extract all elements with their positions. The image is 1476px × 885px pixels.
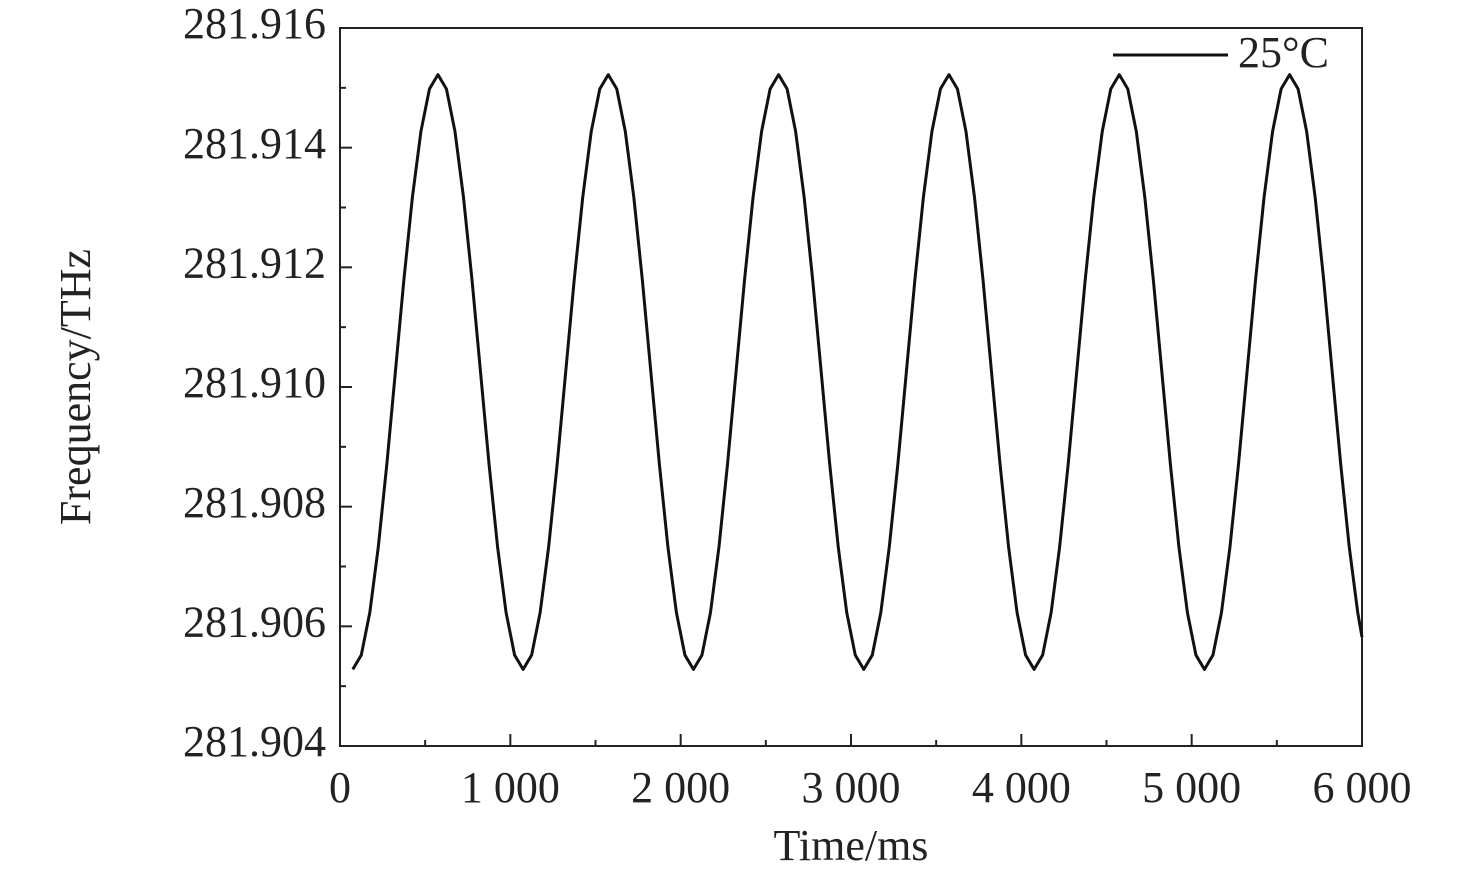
y-axis-label: Frequency/THz [51,249,100,525]
x-tick-label: 0 [329,763,351,812]
x-tick-label: 3 000 [802,763,901,812]
y-tick-label: 281.914 [183,119,326,168]
y-tick-label: 281.908 [183,478,326,527]
y-tick-label: 281.910 [183,358,326,407]
y-tick-label: 281.904 [183,717,326,766]
y-tick-label: 281.912 [183,238,326,287]
x-tick-label: 4 000 [972,763,1071,812]
legend-label: 25°C [1238,28,1329,77]
x-tick-label: 1 000 [461,763,560,812]
x-tick-label: 6 000 [1313,763,1412,812]
y-tick-label: 281.906 [183,597,326,646]
y-tick-label: 281.916 [183,0,326,48]
data-line [351,73,1364,671]
x-tick-label: 5 000 [1142,763,1241,812]
x-axis-label: Time/ms [774,821,929,870]
x-tick-label: 2 000 [631,763,730,812]
